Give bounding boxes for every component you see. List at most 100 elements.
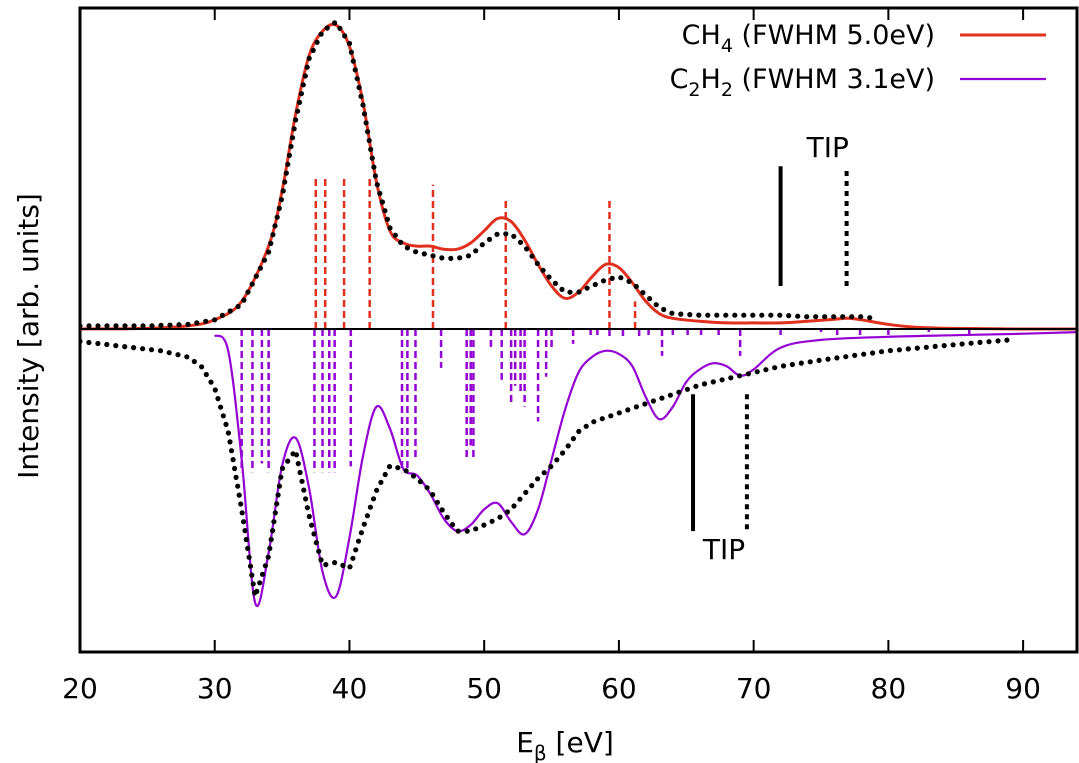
series-1-dot-6 — [131, 323, 137, 329]
series-3-dot-16 — [208, 379, 214, 385]
series-3-dot-50 — [272, 510, 278, 516]
series-1-dot-41 — [295, 108, 301, 114]
series-1-dot-10 — [167, 322, 173, 328]
series-1-dot-36 — [286, 152, 292, 158]
series-1-dot-82 — [430, 253, 436, 259]
series-1-dot-1 — [86, 323, 92, 329]
series-3-dot-104 — [511, 503, 517, 509]
series-1-dot-94 — [524, 246, 530, 252]
series-1-dot-118 — [705, 312, 711, 318]
series-3-dot-123 — [642, 401, 648, 407]
series-1-dot-46 — [304, 64, 310, 70]
series-1-dot-73 — [379, 199, 385, 205]
tip-label-0: TIP — [806, 131, 849, 164]
series-1-dot-133 — [840, 314, 846, 320]
series-3-dot-118 — [599, 416, 605, 422]
series-1-dot-110 — [640, 290, 646, 296]
series-3-dot-39 — [250, 581, 256, 587]
series-3-dot-13 — [191, 358, 197, 365]
series-3-dot-49 — [271, 519, 277, 525]
series-1-dot-79 — [404, 245, 410, 251]
x-tick-label-4: 60 — [601, 672, 637, 705]
series-3-dot-78 — [358, 530, 364, 536]
series-3-dot-9 — [157, 348, 164, 354]
series-1-dot-102 — [576, 289, 582, 295]
series-1-dot-99 — [552, 280, 559, 286]
series-3-dot-8 — [148, 347, 155, 353]
series-1-dot-89 — [486, 236, 493, 242]
series-3-dot-119 — [608, 413, 614, 419]
y-axis-label: Intensity [arb. units] — [12, 193, 45, 479]
series-1-dot-119 — [714, 312, 720, 318]
plot-frame — [78, 6, 1079, 654]
series-1-dot-77 — [392, 232, 398, 238]
series-1-dot-44 — [300, 82, 306, 88]
series-3-dot-95 — [444, 514, 450, 520]
series-3-dot-130 — [701, 381, 708, 387]
series-1-dot-85 — [457, 255, 463, 261]
series-1-dot-112 — [653, 302, 659, 308]
series-3-dot-116 — [583, 423, 589, 429]
series-1-dot-131 — [822, 314, 828, 320]
x-axis-label-main: E — [516, 726, 534, 759]
legend-label-1: C2H2 (FWHM 3.1eV) — [670, 64, 935, 101]
series-1-dot-125 — [768, 312, 774, 318]
series-3-dot-18 — [215, 396, 221, 402]
series-3-dot-74 — [347, 564, 353, 570]
series-1-dot-21 — [249, 281, 255, 287]
series-3-dot-147 — [852, 352, 858, 358]
series-3-dot-54 — [278, 474, 284, 480]
series-1-dot-136 — [867, 315, 873, 321]
series-1-dot-30 — [276, 205, 282, 211]
series-3-dot-91 — [424, 485, 430, 491]
series-1-dot-12 — [185, 321, 191, 327]
series-1-dot-17 — [227, 308, 233, 314]
series-3-dot-152 — [896, 347, 903, 353]
series-1-dot-9 — [158, 322, 164, 328]
series-3-dot-154 — [914, 345, 920, 351]
series-1-dot-81 — [421, 251, 427, 257]
series-1-dot-75 — [384, 216, 390, 222]
series-3-dot-37 — [247, 563, 254, 569]
series-1-dot-124 — [759, 312, 765, 318]
series-1-dot-107 — [618, 275, 624, 281]
series-3-dot-61 — [299, 478, 305, 484]
series-3-dot-75 — [350, 555, 356, 561]
series-3-dot-149 — [870, 350, 876, 356]
series-3-dot-160 — [968, 340, 974, 346]
series-1-dot-63 — [361, 111, 368, 117]
series-1-dot-109 — [633, 283, 639, 290]
series-3-dot-135 — [745, 371, 752, 377]
series-3-dot-107 — [529, 483, 535, 489]
series-3-dot-70 — [318, 557, 324, 563]
x-tick-label-0: 20 — [62, 672, 98, 705]
series-3-dot-81 — [367, 504, 373, 510]
series-3-dot-113 — [565, 443, 571, 449]
series-3-dot-109 — [541, 470, 547, 476]
series-1-dot-121 — [732, 312, 738, 318]
series-1-dot-5 — [122, 323, 128, 329]
series-layer — [80, 20, 1077, 607]
series-1-dot-74 — [382, 208, 388, 214]
series-3-dot-106 — [523, 489, 529, 495]
x-axis-label: Eβ [eV] — [516, 726, 614, 763]
series-1-dot-15 — [212, 317, 218, 323]
x-tick-label-1: 30 — [197, 672, 233, 705]
series-3-dot-98 — [464, 528, 470, 534]
series-1-dot-104 — [592, 281, 598, 288]
series-3-dot-150 — [878, 349, 885, 355]
series-1-dot-96 — [534, 260, 540, 266]
series-3-dot-159 — [959, 341, 965, 347]
series-3-dot-55 — [279, 465, 286, 471]
series-1-dot-113 — [661, 306, 667, 313]
series-1-dot-65 — [365, 129, 371, 135]
series-3-dot-47 — [268, 536, 274, 543]
series-1-dot-54 — [342, 33, 348, 39]
series-1-dot-55 — [346, 40, 353, 47]
series-1-dot-72 — [377, 190, 383, 196]
series-3-dot-157 — [941, 343, 947, 349]
series-1-dot-26 — [268, 240, 274, 246]
series-3-dot-73 — [340, 562, 346, 569]
series-1-dot-8 — [149, 323, 155, 329]
series-3-dot-134 — [737, 373, 743, 379]
